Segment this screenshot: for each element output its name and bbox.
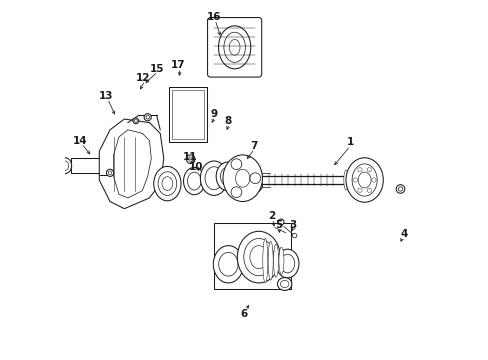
- Text: 9: 9: [210, 109, 217, 119]
- Ellipse shape: [267, 241, 273, 280]
- Text: 7: 7: [249, 141, 257, 151]
- Ellipse shape: [273, 244, 278, 277]
- Text: 8: 8: [224, 116, 231, 126]
- Ellipse shape: [356, 167, 360, 193]
- Text: 10: 10: [188, 162, 203, 172]
- Ellipse shape: [278, 247, 284, 274]
- Ellipse shape: [223, 155, 262, 202]
- Text: 17: 17: [170, 60, 185, 70]
- Ellipse shape: [347, 169, 352, 191]
- Ellipse shape: [237, 231, 280, 283]
- Ellipse shape: [153, 166, 181, 201]
- Ellipse shape: [59, 158, 72, 174]
- Text: 16: 16: [206, 12, 221, 22]
- Circle shape: [185, 174, 199, 186]
- Ellipse shape: [183, 167, 204, 195]
- Text: 2: 2: [267, 211, 274, 221]
- Circle shape: [186, 155, 195, 163]
- Circle shape: [292, 233, 296, 238]
- Circle shape: [133, 118, 139, 124]
- Bar: [214, 223, 290, 289]
- Ellipse shape: [277, 278, 291, 291]
- Ellipse shape: [343, 170, 347, 190]
- Ellipse shape: [200, 161, 227, 195]
- FancyBboxPatch shape: [207, 18, 261, 77]
- Text: 1: 1: [346, 138, 353, 147]
- Text: 15: 15: [149, 64, 163, 74]
- Ellipse shape: [360, 166, 365, 194]
- Bar: [172, 90, 203, 139]
- Ellipse shape: [352, 168, 356, 192]
- Text: 3: 3: [289, 220, 296, 230]
- Circle shape: [230, 159, 241, 170]
- Circle shape: [249, 173, 260, 184]
- Text: 12: 12: [136, 73, 150, 83]
- Text: 13: 13: [99, 91, 113, 101]
- Ellipse shape: [216, 162, 239, 191]
- Circle shape: [395, 185, 404, 193]
- Circle shape: [144, 114, 151, 121]
- Text: 14: 14: [73, 136, 87, 145]
- Ellipse shape: [213, 246, 243, 283]
- Bar: [169, 87, 206, 142]
- Text: 11: 11: [183, 152, 197, 162]
- Ellipse shape: [346, 158, 383, 202]
- Text: 5: 5: [274, 220, 282, 230]
- Circle shape: [106, 169, 113, 176]
- Ellipse shape: [226, 175, 262, 195]
- Ellipse shape: [276, 249, 298, 278]
- Ellipse shape: [262, 238, 267, 283]
- Text: 6: 6: [241, 310, 247, 319]
- Circle shape: [230, 187, 241, 198]
- Text: 4: 4: [400, 229, 407, 239]
- Circle shape: [278, 219, 284, 225]
